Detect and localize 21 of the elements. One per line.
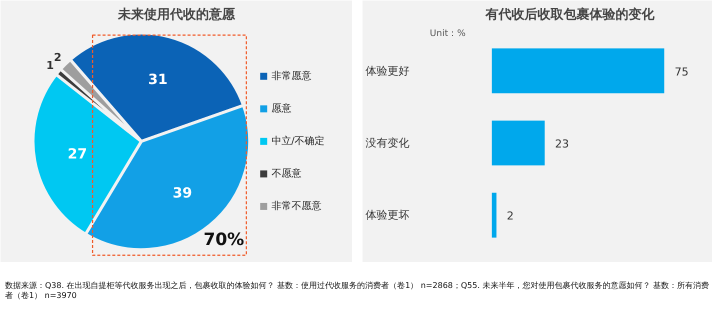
legend-label: 不愿意 — [271, 167, 302, 180]
chart-title: 有代收后收取包裹体验的变化 — [484, 6, 656, 22]
data-label: 2 — [506, 210, 514, 223]
y-tick-label: 体验更坏 — [366, 208, 410, 222]
data-label: 1 — [46, 59, 54, 72]
data-label: 27 — [68, 146, 88, 163]
legend-label: 愿意 — [271, 102, 292, 114]
data-label: 39 — [172, 185, 192, 202]
legend-label: 非常不愿意 — [271, 200, 322, 212]
data-label: 75 — [674, 65, 689, 78]
source-note: 数据来源：Q38. 在出现自提柜等代收服务出现之后，包裹收取的体验如何？ 基数：使用过代收服务的消费者（卷1） n=2868；Q55. 未来半年，您对使用包裹代收服务的意愿如何？ 基数：所有消费者（卷1） n=3970 — [5, 281, 710, 301]
chart-title: 未来使用代收的意愿 — [117, 6, 236, 22]
y-tick-label: 没有变化 — [366, 136, 410, 150]
legend-label: 非常愿意 — [271, 70, 312, 82]
data-label: 31 — [148, 72, 168, 88]
data-label: 2 — [54, 50, 62, 64]
y-tick-label: 体验更好 — [366, 64, 410, 78]
data-label: 23 — [555, 138, 570, 150]
text: Unit：% — [430, 28, 466, 39]
text: 70% — [204, 230, 244, 250]
legend-label: 中立/不确定 — [271, 134, 325, 147]
